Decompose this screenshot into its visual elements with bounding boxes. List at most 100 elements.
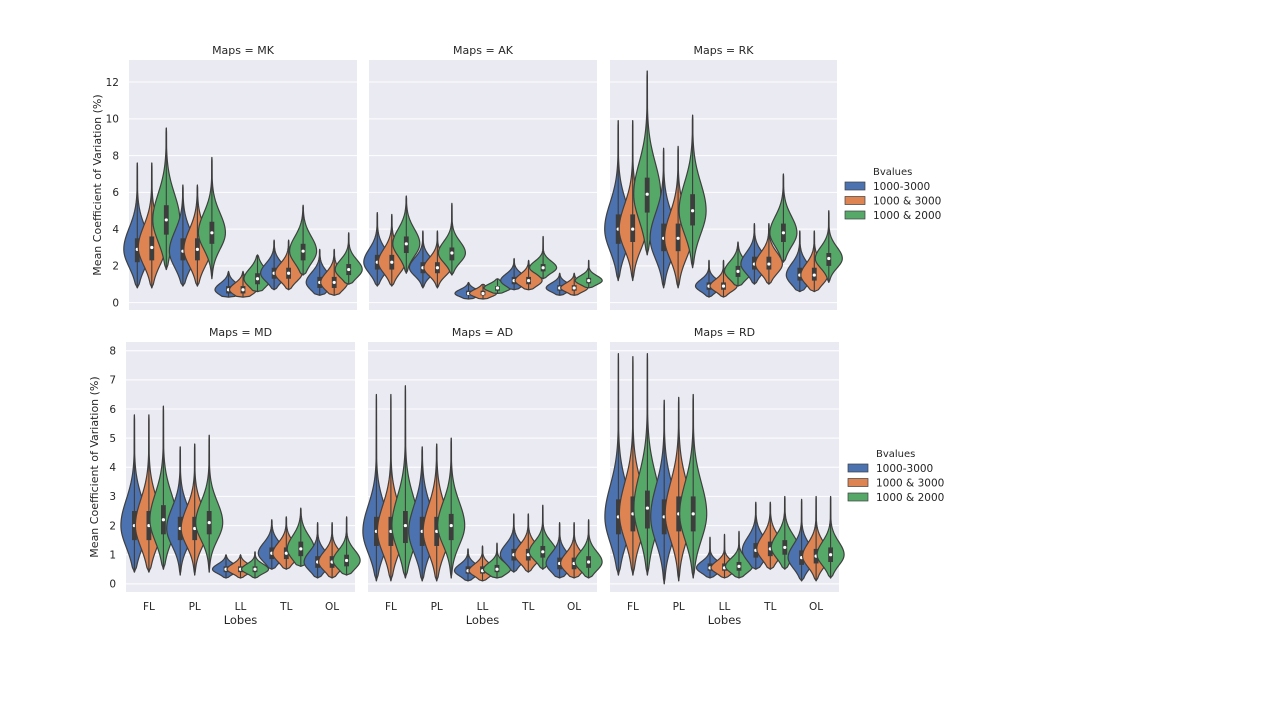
y-tick-label: 8 — [109, 346, 116, 358]
violin-median — [299, 547, 303, 551]
y-tick-label: 10 — [106, 114, 119, 126]
y-tick-label: 5 — [109, 433, 116, 445]
legend-swatch-1000-and-2000 — [847, 492, 869, 502]
violin-median — [450, 251, 454, 255]
violin-median — [150, 245, 154, 250]
y-tick-label: 8 — [112, 150, 119, 162]
x-axis-label: Lobes — [224, 613, 258, 627]
facet-panel: Maps = AD FL PL LL TL OL Lobes — [362, 326, 603, 627]
violin — [816, 495, 845, 579]
violin-median — [207, 521, 211, 525]
facet-panel: 0 2 4 6 8 10 12 Maps = MK Mean Coefficient of Va… — [91, 44, 363, 310]
violin-median — [541, 550, 545, 554]
violin-median — [253, 567, 257, 571]
y-tick-label: 6 — [112, 187, 119, 199]
violin-median — [527, 278, 531, 283]
violin-iqr-box — [180, 238, 186, 261]
facet-title: Maps = RD — [694, 326, 755, 339]
violin-median — [193, 526, 197, 531]
x-tick-label: PL — [189, 601, 201, 613]
y-tick-label: 4 — [112, 224, 119, 236]
legend-label: 1000 & 3000 — [876, 478, 944, 490]
facet-title: Maps = MK — [212, 44, 275, 57]
facet-title: Maps = RK — [693, 44, 754, 57]
facet-panel: Maps = RK — [604, 44, 843, 310]
violin-median — [345, 558, 349, 563]
y-axis-label: Mean Coefficient of Variation (%) — [88, 376, 101, 557]
x-tick-label: OL — [809, 601, 823, 613]
x-tick-label: FL — [143, 601, 155, 613]
legend-bottom: Bvalues 1000-3000 1000 & 3000 1000 & 200… — [847, 449, 944, 504]
violin — [529, 235, 558, 280]
violin — [289, 204, 318, 276]
violin-median — [449, 523, 453, 528]
legend-top: Bvalues 1000-3000 1000 & 3000 1000 & 200… — [844, 167, 941, 222]
y-tick-label: 3 — [109, 491, 116, 503]
y-tick-label: 6 — [109, 404, 116, 416]
violin-median — [572, 286, 576, 290]
facet-title: Maps = AK — [453, 44, 514, 57]
x-tick-label: OL — [325, 601, 339, 613]
violin-median — [736, 269, 740, 273]
violin — [334, 232, 363, 285]
violin — [437, 202, 466, 276]
violin-median — [631, 227, 635, 231]
plot-area — [369, 60, 597, 310]
violin-median — [541, 266, 545, 270]
violin — [332, 516, 361, 576]
x-tick-label: PL — [673, 601, 685, 613]
legend-title: Bvalues — [873, 167, 912, 178]
violin-median — [403, 523, 407, 528]
legend-swatch-1000-and-3000 — [844, 196, 866, 205]
violin-median — [481, 291, 485, 296]
violin-median — [781, 231, 786, 235]
x-axis-label: Lobes — [708, 613, 742, 627]
y-tick-label: 0 — [109, 579, 116, 591]
y-tick-label: 2 — [112, 261, 119, 273]
violin — [574, 519, 603, 579]
violin-median — [676, 236, 680, 240]
x-tick-label: FL — [385, 601, 397, 613]
violin — [240, 551, 270, 579]
violin-median — [161, 518, 165, 522]
y-tick-label: 2 — [109, 520, 116, 532]
violin-median — [691, 209, 695, 213]
violin-median — [284, 551, 288, 555]
violin — [574, 259, 603, 289]
x-tick-label: LL — [235, 601, 247, 613]
violin-median — [783, 545, 787, 550]
violin-median — [827, 256, 831, 261]
violin-median — [255, 277, 260, 281]
violin-median — [829, 553, 833, 557]
violin — [468, 283, 498, 300]
violin — [754, 223, 783, 285]
violin — [437, 437, 466, 579]
violin-median — [287, 271, 291, 275]
violin — [678, 114, 707, 269]
y-axis-label: Mean Coefficient of Variation (%) — [91, 94, 104, 275]
x-tick-label: LL — [477, 601, 489, 613]
violin — [814, 210, 843, 284]
violin-median — [737, 564, 741, 568]
y-tick-label: 1 — [109, 550, 116, 562]
facet-panel: Maps = AK — [363, 44, 603, 310]
legend-swatch-1000-3000 — [847, 463, 869, 473]
violin — [514, 259, 543, 291]
x-tick-label: TL — [521, 601, 534, 613]
violin-median — [435, 266, 439, 270]
violin-median — [435, 529, 439, 533]
legend-title: Bvalues — [876, 449, 915, 460]
violin-median — [587, 560, 591, 564]
violin-median — [691, 512, 695, 516]
y-tick-label: 12 — [106, 77, 119, 89]
legend-label: 1000 & 2000 — [873, 210, 941, 222]
legend-label: 1000-3000 — [873, 181, 930, 193]
violin-median — [301, 249, 305, 253]
facet-panel: Maps = RD FL PL LL TL OL Lobes — [604, 326, 845, 627]
violin-median — [241, 288, 245, 292]
violin-median — [645, 192, 649, 196]
x-tick-label: TL — [763, 601, 776, 613]
facet-title: Maps = AD — [452, 326, 513, 339]
x-axis-label: Lobes — [466, 613, 500, 627]
